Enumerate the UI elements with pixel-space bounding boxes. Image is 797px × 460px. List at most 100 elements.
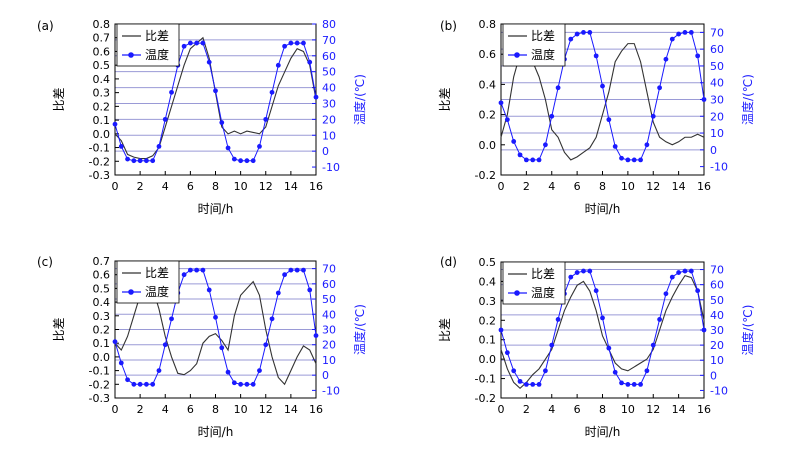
- y2-axis-label: 温度/(℃): [352, 304, 367, 355]
- temperature-point: [688, 29, 694, 35]
- legend-marker-temperature-point: [514, 52, 520, 58]
- temperature-point: [187, 40, 193, 46]
- temperature-point: [669, 36, 675, 42]
- y2-tick-label: 40: [322, 308, 336, 321]
- y-tick-label: 0.2: [479, 314, 497, 327]
- y-tick-label: -0.1: [89, 142, 110, 155]
- temperature-point: [631, 382, 637, 387]
- y2-tick-label: 40: [710, 77, 724, 90]
- y-axis-label: 比差: [52, 87, 66, 111]
- x-tick-label: 4: [548, 180, 555, 193]
- temperature-point: [263, 116, 269, 122]
- y-tick-label: -0.1: [89, 365, 110, 378]
- y-tick-label: 0.4: [93, 73, 111, 86]
- temperature-point: [225, 145, 231, 151]
- y-tick-label: 0.7: [93, 255, 111, 268]
- y-tick-label: 0.4: [93, 296, 111, 309]
- temperature-point: [112, 121, 118, 127]
- temperature-point: [206, 287, 212, 293]
- x-tick-label: 10: [621, 403, 635, 416]
- x-tick-label: 10: [234, 403, 248, 416]
- temperature-point: [250, 381, 256, 387]
- temperature-point: [631, 157, 637, 163]
- y-tick-label: 0.4: [479, 275, 497, 288]
- temperature-point: [213, 314, 218, 320]
- temperature-point: [644, 142, 650, 148]
- chart-panel: 0 2 4 6 8 10 12 14 16 -0.3-0.2-0.10.00.10.20.30.4…: [37, 18, 367, 216]
- temperature-point: [619, 380, 624, 386]
- temperature-point: [638, 157, 643, 163]
- x-tick-label: 0: [498, 403, 505, 416]
- y2-tick-label: 10: [710, 127, 724, 140]
- temperature-point: [688, 268, 694, 274]
- temperature-point: [555, 85, 561, 91]
- x-tick-label: 4: [548, 403, 555, 416]
- temperature-point: [581, 29, 586, 35]
- legend-label: 比差: [531, 29, 555, 43]
- y2-tick-label: 10: [322, 129, 336, 142]
- y-tick-label: -0.2: [89, 378, 110, 391]
- x-tick-label: 4: [162, 180, 169, 193]
- temperature-point: [275, 290, 281, 296]
- y-tick-label: -0.1: [475, 373, 496, 386]
- temperature-point: [187, 267, 193, 273]
- x-tick-label: 12: [259, 180, 273, 193]
- temperature-point: [282, 43, 287, 49]
- x-axis-label: 时间/h: [198, 425, 234, 439]
- temperature-point: [144, 381, 149, 387]
- y2-tick-label: 70: [710, 26, 724, 39]
- temperature-point: [225, 369, 231, 375]
- y2-tick-label: 50: [710, 60, 724, 73]
- panel-label: (c): [37, 255, 53, 269]
- x-tick-label: 6: [187, 180, 194, 193]
- temperature-point: [181, 43, 187, 49]
- y-tick-label: 0.0: [479, 139, 497, 152]
- y-tick-label: 0.8: [479, 18, 497, 31]
- temperature-point: [530, 157, 536, 163]
- temperature-point: [118, 143, 124, 149]
- temperature-point: [511, 139, 517, 144]
- temperature-point: [294, 40, 300, 46]
- temperature-point: [695, 288, 701, 294]
- temperature-point: [682, 29, 688, 35]
- temperature-point: [619, 155, 624, 161]
- y2-tick-label: 50: [322, 293, 336, 306]
- x-tick-label: 10: [621, 180, 635, 193]
- temperature-point: [244, 158, 250, 164]
- temperature-point: [307, 287, 313, 293]
- y-tick-label: 0.6: [93, 269, 111, 282]
- temperature-point: [125, 156, 130, 162]
- x-tick-label: 0: [498, 180, 505, 193]
- temperature-point: [625, 157, 631, 163]
- x-tick-label: 14: [672, 180, 686, 193]
- legend-box: [116, 23, 180, 67]
- y2-axis-label: 温度/(℃): [352, 74, 367, 125]
- temperature-point: [313, 333, 319, 338]
- y-tick-label: -0.2: [89, 155, 110, 168]
- y2-tick-label: 0: [322, 145, 329, 158]
- panel-label: (b): [440, 19, 457, 33]
- temperature-point: [137, 158, 143, 164]
- y-tick-label: 0.0: [93, 351, 111, 364]
- x-tick-label: 14: [672, 403, 686, 416]
- temperature-point: [612, 369, 618, 375]
- y2-tick-label: 10: [710, 354, 724, 367]
- temperature-point: [701, 97, 707, 102]
- temperature-point: [682, 268, 688, 274]
- temperature-point: [238, 158, 244, 164]
- legend-label: 比差: [531, 267, 555, 281]
- temperature-point: [587, 268, 593, 274]
- y-tick-label: 0.0: [93, 128, 111, 141]
- temperature-point: [511, 368, 517, 374]
- temperature-point: [498, 327, 504, 333]
- temperature-point: [250, 158, 256, 164]
- x-axis-label: 时间/h: [585, 202, 621, 216]
- y2-tick-label: 10: [322, 354, 336, 367]
- temperature-point: [131, 158, 137, 164]
- temperature-point: [523, 382, 529, 387]
- legend-box: [502, 261, 566, 305]
- y-tick-label: -0.2: [475, 169, 496, 182]
- x-tick-label: 6: [187, 403, 194, 416]
